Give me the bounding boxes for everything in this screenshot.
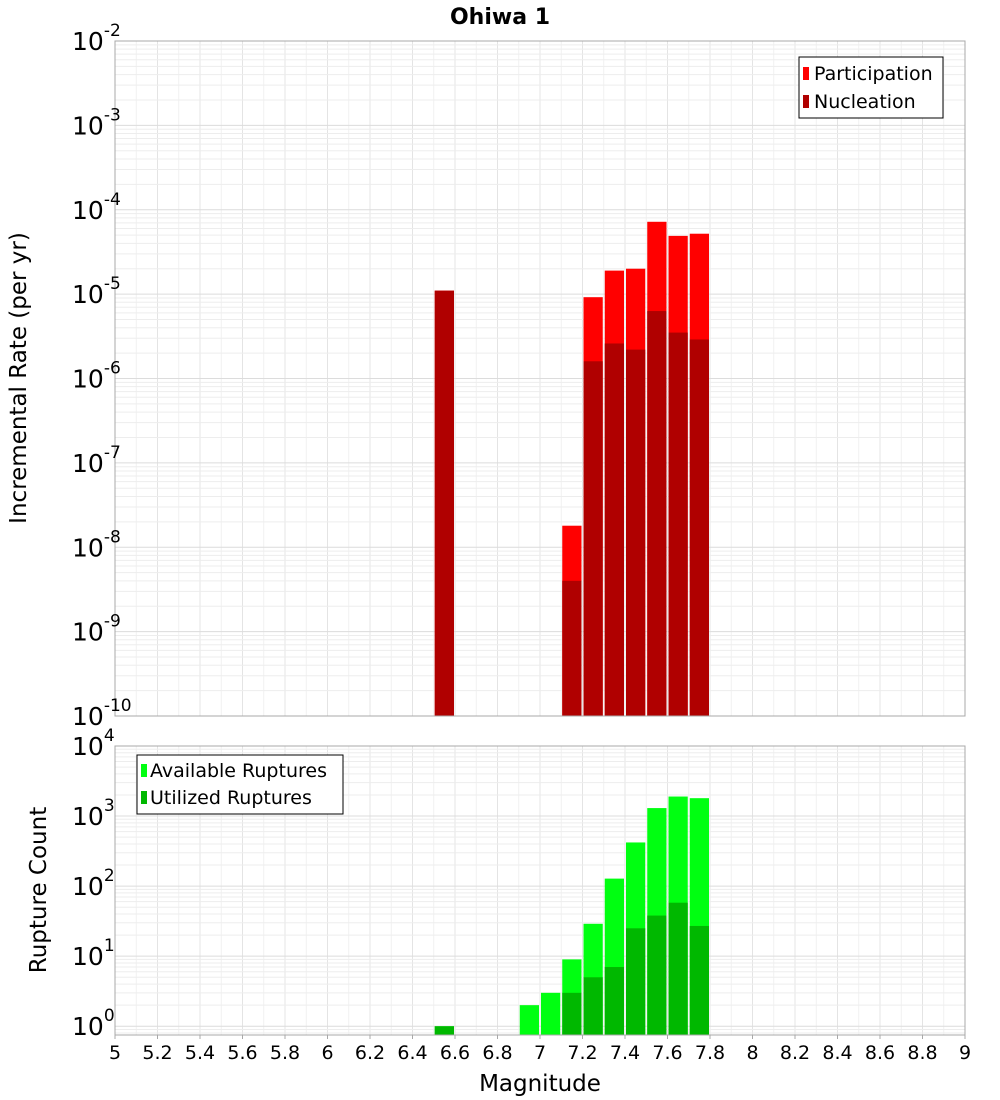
- nucleation-legend-swatch: [803, 95, 809, 108]
- x-tick-label: 7.4: [610, 1042, 640, 1064]
- x-tick-label: 5.2: [142, 1042, 172, 1064]
- rate-nucleation-bar: [604, 343, 624, 716]
- rate-grid: [114, 40, 966, 717]
- rate-y-tick-label: 10-5: [72, 274, 121, 309]
- count-y-tick-label: 100: [72, 1006, 115, 1041]
- rate-legend[interactable]: Participation Nucleation: [798, 56, 944, 119]
- rate-y-tick-label: 10-2: [72, 21, 121, 56]
- count-y-tick-label: 104: [72, 726, 115, 761]
- x-tick-label: 9: [959, 1042, 971, 1064]
- x-tick-label: 6: [321, 1042, 333, 1064]
- rate-y-tick-label: 10-10: [72, 696, 132, 731]
- rate-y-tick-label: 10-6: [72, 359, 121, 394]
- count-y-ticks: 100 101 102 103 104: [72, 726, 115, 1041]
- x-tick-label: 8.2: [780, 1042, 810, 1064]
- x-tick-label: 6.2: [355, 1042, 385, 1064]
- count-y-tick-label: 103: [72, 796, 115, 831]
- count-legend-box: [136, 754, 344, 815]
- utilized-legend-swatch: [141, 791, 147, 804]
- count-utilized-ruptures-bar: [562, 992, 582, 1035]
- rate-nucleation-bar: [689, 339, 709, 716]
- rate-y-tick-label: 10-7: [72, 443, 121, 478]
- rate-nucleation-bar: [583, 361, 603, 716]
- x-tick-label: 7: [534, 1042, 546, 1064]
- participation-legend-swatch: [803, 67, 809, 80]
- x-tick-label: 5: [109, 1042, 121, 1064]
- rate-nucleation-bar: [647, 311, 667, 716]
- chart-title: Ohiwa 1: [450, 5, 550, 30]
- rate-nucleation-bar: [668, 332, 688, 716]
- rate-legend-box: [798, 56, 944, 119]
- count-y-tick-label: 102: [72, 866, 115, 901]
- x-tick-label: 8: [746, 1042, 758, 1064]
- x-tick-label: 5.4: [185, 1042, 215, 1064]
- rate-y-tick-label: 10-4: [72, 190, 121, 225]
- count-utilized-ruptures-bar: [626, 928, 646, 1035]
- x-tick-label: 6.4: [397, 1042, 427, 1064]
- rate-y-tick-label: 10-3: [72, 105, 121, 140]
- count-panel: 100 101 102 103 104 5 5.2 5.4 5.6 5.8 6 6.2 6.4 6.6 6…: [26, 726, 971, 1097]
- x-tick-label: 8.4: [822, 1042, 852, 1064]
- count-y-axis-label: Rupture Count: [26, 807, 52, 973]
- count-available-ruptures-bar: [519, 1005, 539, 1035]
- count-utilized-ruptures-bar: [583, 977, 603, 1035]
- rate-y-tick-label: 10-8: [72, 527, 121, 562]
- rate-y-tick-label: 10-9: [72, 612, 121, 647]
- rate-y-axis-label: Incremental Rate (per yr): [6, 232, 32, 524]
- x-tick-label: 5.6: [227, 1042, 257, 1064]
- count-bars: [434, 796, 709, 1035]
- count-utilized-ruptures-bar: [689, 925, 709, 1035]
- count-utilized-ruptures-bar: [668, 902, 688, 1035]
- rate-nucleation-bar: [562, 580, 582, 716]
- count-available-ruptures-bar: [541, 992, 561, 1035]
- x-tick-label: 8.8: [907, 1042, 937, 1064]
- x-tick-label: 8.6: [865, 1042, 895, 1064]
- rate-panel: 10-10 10-9 10-8 10-7 10-6 10-5 10-4 10-3 10-2 In…: [6, 21, 966, 731]
- x-tick-label: 5.8: [270, 1042, 300, 1064]
- x-tick-label: 6.6: [440, 1042, 470, 1064]
- count-utilized-ruptures-bar: [434, 1026, 454, 1035]
- nucleation-legend-label: Nucleation: [814, 91, 916, 113]
- count-y-tick-label: 101: [72, 936, 115, 971]
- count-utilized-ruptures-bar: [647, 915, 667, 1035]
- participation-legend-label: Participation: [814, 63, 933, 85]
- count-legend[interactable]: Available Ruptures Utilized Ruptures: [136, 754, 344, 815]
- available-legend-label: Available Ruptures: [150, 760, 327, 782]
- x-tick-label: 6.8: [482, 1042, 512, 1064]
- x-axis-label: Magnitude: [479, 1071, 601, 1097]
- x-ticks: 5 5.2 5.4 5.6 5.8 6 6.2 6.4 6.6 6.8 7 7.2 7.4 7.6 7.8 8…: [109, 1035, 971, 1064]
- count-utilized-ruptures-bar: [604, 967, 624, 1035]
- rate-nucleation-bar: [434, 290, 454, 716]
- utilized-legend-label: Utilized Ruptures: [150, 787, 312, 809]
- x-tick-label: 7.2: [567, 1042, 597, 1064]
- available-legend-swatch: [141, 764, 147, 777]
- rate-bars: [434, 221, 709, 716]
- x-tick-label: 7.8: [695, 1042, 725, 1064]
- rate-plot-border: [114, 40, 966, 717]
- rate-nucleation-bar: [626, 349, 646, 716]
- x-tick-label: 7.6: [652, 1042, 682, 1064]
